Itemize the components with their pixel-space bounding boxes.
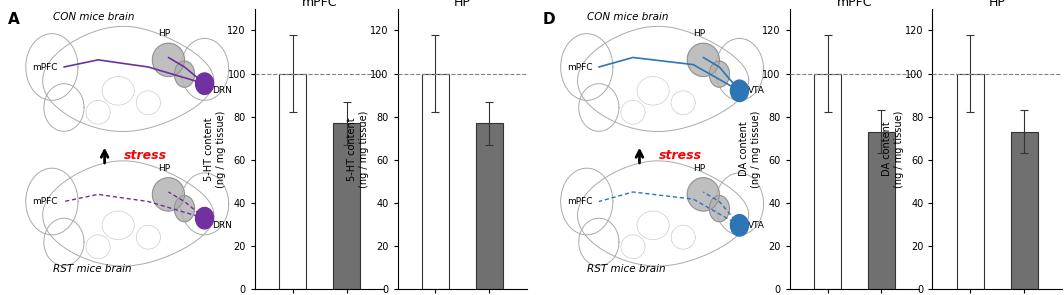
- Text: DRN: DRN: [213, 86, 233, 95]
- Polygon shape: [26, 34, 78, 100]
- Polygon shape: [687, 178, 719, 211]
- Polygon shape: [86, 100, 111, 124]
- Polygon shape: [136, 91, 161, 115]
- Polygon shape: [621, 100, 645, 124]
- Polygon shape: [181, 38, 229, 100]
- Text: mPFC: mPFC: [567, 63, 593, 71]
- Polygon shape: [578, 26, 749, 132]
- Y-axis label: DA content
(ng / mg tissue): DA content (ng / mg tissue): [739, 110, 761, 188]
- Text: CON mice brain: CON mice brain: [587, 12, 669, 22]
- Text: HP: HP: [159, 30, 170, 38]
- Bar: [279, 73, 306, 289]
- Polygon shape: [44, 84, 84, 131]
- Polygon shape: [715, 173, 764, 235]
- Text: HP: HP: [694, 30, 705, 38]
- Text: DRN: DRN: [213, 221, 233, 230]
- Title: mPFC: mPFC: [836, 0, 872, 9]
- Text: mPFC: mPFC: [32, 197, 57, 206]
- Polygon shape: [152, 43, 184, 76]
- Text: CON mice brain: CON mice brain: [52, 12, 134, 22]
- Text: HP: HP: [159, 164, 170, 173]
- Circle shape: [196, 207, 214, 229]
- Bar: [957, 73, 983, 289]
- Title: mPFC: mPFC: [302, 0, 337, 9]
- Bar: [1011, 132, 1037, 289]
- Bar: [333, 123, 360, 289]
- Text: stress: stress: [659, 149, 701, 162]
- Text: mPFC: mPFC: [567, 197, 593, 206]
- Polygon shape: [671, 225, 695, 249]
- Text: VTA: VTA: [748, 86, 764, 95]
- Polygon shape: [152, 178, 184, 211]
- Polygon shape: [579, 218, 619, 266]
- Polygon shape: [102, 76, 134, 105]
- Polygon shape: [710, 196, 730, 222]
- Bar: [868, 132, 895, 289]
- Text: HP: HP: [694, 164, 705, 173]
- Polygon shape: [26, 168, 78, 235]
- Bar: [421, 73, 449, 289]
- Polygon shape: [637, 76, 669, 105]
- Circle shape: [196, 73, 214, 94]
- Y-axis label: DA content
(ng / mg tissue): DA content (ng / mg tissue): [882, 110, 903, 188]
- Polygon shape: [174, 196, 195, 222]
- Polygon shape: [710, 61, 730, 87]
- Text: VTA: VTA: [748, 221, 764, 230]
- Polygon shape: [102, 211, 134, 240]
- Bar: [814, 73, 841, 289]
- Polygon shape: [671, 91, 695, 115]
- Text: A: A: [7, 12, 19, 27]
- Polygon shape: [181, 173, 229, 235]
- Polygon shape: [44, 218, 84, 266]
- Polygon shape: [579, 84, 619, 131]
- Polygon shape: [578, 161, 749, 266]
- Polygon shape: [174, 61, 195, 87]
- Text: D: D: [543, 12, 555, 27]
- Title: HP: HP: [454, 0, 470, 9]
- Polygon shape: [637, 211, 669, 240]
- Polygon shape: [715, 38, 764, 100]
- Circle shape: [730, 215, 748, 236]
- Text: RST mice brain: RST mice brain: [587, 264, 666, 274]
- Text: stress: stress: [123, 149, 167, 162]
- Polygon shape: [43, 161, 214, 266]
- Y-axis label: 5-HT content
(ng / mg tissue): 5-HT content (ng / mg tissue): [204, 110, 226, 188]
- Polygon shape: [136, 225, 161, 249]
- Bar: [476, 123, 502, 289]
- Polygon shape: [687, 43, 719, 76]
- Polygon shape: [43, 26, 214, 132]
- Text: mPFC: mPFC: [32, 63, 57, 71]
- Title: HP: HP: [988, 0, 1005, 9]
- Polygon shape: [561, 168, 613, 235]
- Circle shape: [730, 80, 748, 101]
- Text: RST mice brain: RST mice brain: [52, 264, 131, 274]
- Y-axis label: 5-HT content
(ng / mg tissue): 5-HT content (ng / mg tissue): [347, 110, 368, 188]
- Polygon shape: [621, 235, 645, 259]
- Polygon shape: [561, 34, 613, 100]
- Polygon shape: [86, 235, 111, 259]
